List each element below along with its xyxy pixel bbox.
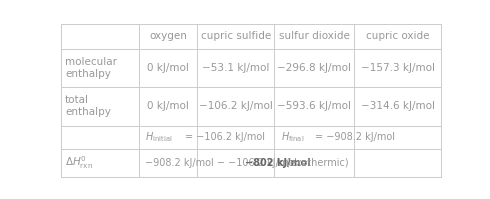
Text: −157.3 kJ/mol: −157.3 kJ/mol	[361, 63, 435, 73]
Text: −106.2 kJ/mol: −106.2 kJ/mol	[198, 101, 272, 111]
Text: −314.6 kJ/mol: −314.6 kJ/mol	[361, 101, 435, 111]
Text: $\Delta H^0_{\rm rxn}$: $\Delta H^0_{\rm rxn}$	[65, 154, 93, 171]
Text: $H_{\rm final}$: $H_{\rm final}$	[281, 130, 304, 144]
Text: −53.1 kJ/mol: −53.1 kJ/mol	[202, 63, 270, 73]
Text: = −106.2 kJ/mol: = −106.2 kJ/mol	[185, 132, 265, 142]
Text: −908.2 kJ/mol − −106.2 kJ/mol =: −908.2 kJ/mol − −106.2 kJ/mol =	[145, 158, 311, 168]
Text: $H_{\rm initial}$: $H_{\rm initial}$	[145, 130, 172, 144]
Text: −296.8 kJ/mol: −296.8 kJ/mol	[277, 63, 351, 73]
Text: molecular
enthalpy: molecular enthalpy	[65, 57, 117, 79]
Text: −593.6 kJ/mol: −593.6 kJ/mol	[277, 101, 351, 111]
Text: cupric oxide: cupric oxide	[366, 31, 429, 41]
Text: oxygen: oxygen	[149, 31, 187, 41]
Text: −802 kJ/mol: −802 kJ/mol	[245, 158, 311, 168]
Text: sulfur dioxide: sulfur dioxide	[279, 31, 350, 41]
Text: 0 kJ/mol: 0 kJ/mol	[147, 63, 189, 73]
Text: = −908.2 kJ/mol: = −908.2 kJ/mol	[316, 132, 395, 142]
Text: cupric sulfide: cupric sulfide	[200, 31, 271, 41]
Text: total
enthalpy: total enthalpy	[65, 96, 111, 117]
Text: (exothermic): (exothermic)	[283, 158, 349, 168]
Text: 0 kJ/mol: 0 kJ/mol	[147, 101, 189, 111]
